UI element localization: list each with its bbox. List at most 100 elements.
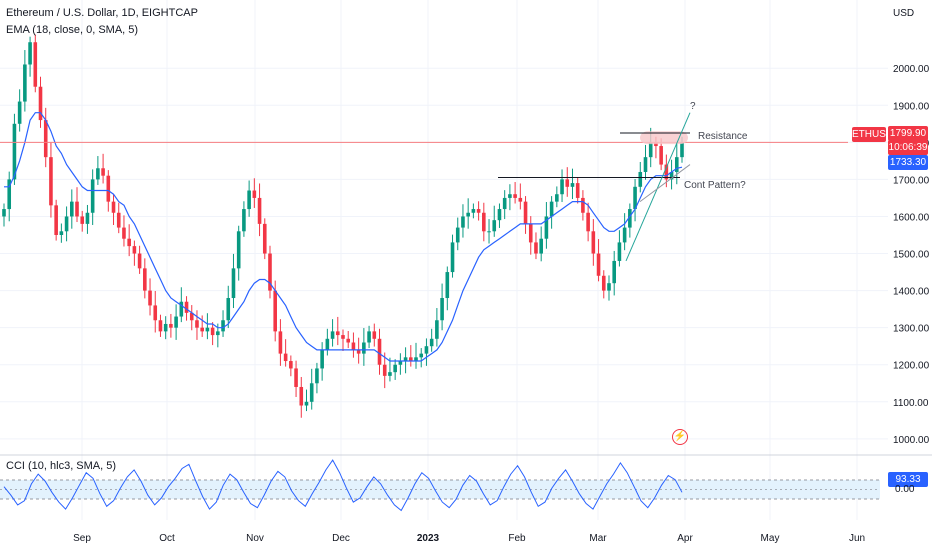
candle-body bbox=[596, 253, 601, 276]
candle-body bbox=[210, 327, 215, 336]
candle-body bbox=[335, 331, 340, 336]
candle-body bbox=[549, 201, 554, 217]
candle-body bbox=[487, 231, 491, 233]
candle-body bbox=[23, 64, 27, 102]
trend-line-lower bbox=[639, 164, 691, 203]
candle-body bbox=[137, 253, 142, 269]
y-tick-label: 1000.00 bbox=[893, 435, 930, 446]
y-tick-label: 2000.00 bbox=[893, 64, 930, 75]
candle-body bbox=[153, 305, 158, 321]
candle-body bbox=[54, 205, 58, 235]
cci-indicator-label[interactable]: CCI (10, hlc3, SMA, 5) bbox=[6, 460, 117, 472]
candle-body bbox=[49, 157, 53, 206]
candle-body bbox=[111, 201, 116, 213]
candle-body bbox=[289, 361, 293, 369]
x-tick-label: Dec bbox=[332, 533, 350, 544]
candle-body bbox=[304, 401, 309, 406]
candle-body bbox=[570, 183, 575, 187]
candle-body bbox=[330, 331, 335, 339]
candle-body bbox=[502, 197, 507, 210]
candle-body bbox=[429, 338, 434, 347]
candle-body bbox=[633, 186, 637, 210]
candle-body bbox=[106, 175, 111, 202]
lightning-icon[interactable]: ⚡ bbox=[672, 429, 688, 445]
candle-body bbox=[85, 212, 90, 224]
resistance-zone bbox=[640, 131, 688, 145]
y-tick-label: 1400.00 bbox=[893, 287, 930, 298]
candle-body bbox=[12, 123, 17, 180]
candle-body bbox=[216, 331, 220, 336]
candle-body bbox=[2, 209, 6, 217]
candle-body bbox=[268, 253, 272, 291]
candle-body bbox=[581, 197, 585, 213]
question-annotation[interactable]: ? bbox=[690, 101, 696, 112]
candle-body bbox=[664, 164, 669, 180]
y-tick-label: 1700.00 bbox=[893, 175, 930, 186]
candle-body bbox=[471, 209, 476, 213]
candle-body bbox=[648, 142, 653, 158]
candle-body bbox=[508, 194, 512, 198]
candle-body bbox=[315, 368, 319, 384]
x-tick-label: Sep bbox=[73, 533, 91, 544]
cci-value-tag: 93.33 bbox=[888, 472, 928, 487]
candle-body bbox=[70, 201, 74, 217]
candle-body bbox=[351, 342, 356, 350]
candle-body bbox=[455, 227, 460, 243]
candle-body bbox=[403, 357, 408, 362]
candle-body bbox=[586, 212, 590, 232]
candle-body bbox=[195, 320, 199, 328]
candle-body bbox=[143, 268, 147, 291]
candle-body bbox=[466, 212, 470, 217]
candle-body bbox=[320, 349, 324, 369]
y-tick-label: 1900.00 bbox=[893, 101, 930, 112]
candle-body bbox=[236, 231, 241, 269]
ema-value-tag: 1733.30 bbox=[888, 155, 928, 170]
candle-body bbox=[226, 298, 231, 321]
candle-body bbox=[101, 168, 105, 176]
candle-body bbox=[617, 242, 622, 261]
resistance-annotation[interactable]: Resistance bbox=[698, 131, 748, 142]
candle-body bbox=[184, 301, 189, 313]
candle-body bbox=[127, 238, 131, 247]
candle-body bbox=[148, 290, 152, 306]
chart-title: Ethereum / U.S. Dollar, 1D, EIGHTCAP bbox=[6, 7, 198, 19]
ema-indicator-label[interactable]: EMA (18, close, 0, SMA, 5) bbox=[6, 24, 139, 36]
candle-body bbox=[622, 227, 627, 243]
candle-body bbox=[80, 216, 85, 224]
candle-body bbox=[539, 238, 543, 254]
trend-line-up bbox=[625, 112, 691, 262]
candle-body bbox=[518, 197, 523, 202]
pattern-annotation[interactable]: Cont Pattern? bbox=[684, 180, 746, 191]
candle-body bbox=[299, 386, 304, 406]
candle-body bbox=[638, 171, 643, 187]
candle-body bbox=[90, 179, 95, 213]
candle-body bbox=[659, 146, 663, 165]
candle-body bbox=[294, 368, 298, 387]
candle-body bbox=[341, 335, 345, 339]
candle-body bbox=[669, 171, 674, 180]
candle-body bbox=[388, 372, 392, 376]
candle-body bbox=[309, 383, 314, 402]
cci-zero-label: 0.00 bbox=[895, 484, 915, 495]
candle-body bbox=[575, 183, 580, 198]
candle-body bbox=[17, 101, 22, 124]
currency-label: USD bbox=[893, 8, 915, 19]
x-tick-label: May bbox=[761, 533, 780, 544]
candle-body bbox=[482, 212, 486, 232]
candle-body bbox=[476, 209, 481, 213]
candle-body bbox=[38, 86, 43, 121]
candle-body bbox=[7, 179, 12, 210]
candle-body bbox=[612, 260, 616, 284]
y-tick-label: 1600.00 bbox=[893, 212, 930, 223]
candle-body bbox=[607, 283, 611, 291]
candle-body bbox=[435, 320, 439, 339]
candle-body bbox=[242, 209, 246, 232]
candle-body bbox=[96, 168, 100, 180]
candle-body bbox=[28, 42, 32, 65]
candle-body bbox=[419, 353, 424, 358]
candle-body bbox=[33, 42, 38, 87]
y-tick-label: 1200.00 bbox=[893, 361, 930, 372]
candle-body bbox=[116, 212, 121, 228]
